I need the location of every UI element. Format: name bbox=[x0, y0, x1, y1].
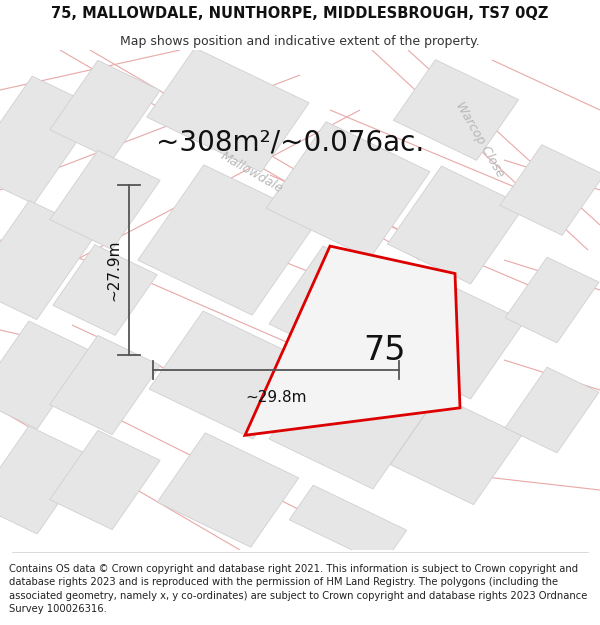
Polygon shape bbox=[138, 165, 318, 315]
Polygon shape bbox=[394, 60, 518, 160]
Text: ~29.8m: ~29.8m bbox=[245, 390, 307, 405]
Polygon shape bbox=[0, 76, 100, 204]
Polygon shape bbox=[53, 245, 157, 335]
Polygon shape bbox=[50, 151, 160, 249]
Polygon shape bbox=[245, 246, 460, 435]
Polygon shape bbox=[388, 281, 524, 399]
Polygon shape bbox=[269, 361, 427, 489]
Text: ~27.9m: ~27.9m bbox=[107, 239, 121, 301]
Polygon shape bbox=[50, 431, 160, 529]
Polygon shape bbox=[505, 368, 599, 452]
Text: 75, MALLOWDALE, NUNTHORPE, MIDDLESBROUGH, TS7 0QZ: 75, MALLOWDALE, NUNTHORPE, MIDDLESBROUGH… bbox=[52, 6, 548, 21]
Text: Mallowdale: Mallowdale bbox=[218, 149, 286, 196]
Polygon shape bbox=[147, 48, 309, 172]
Text: 75: 75 bbox=[363, 334, 406, 367]
Polygon shape bbox=[0, 321, 91, 429]
Polygon shape bbox=[505, 258, 599, 343]
Polygon shape bbox=[50, 61, 160, 159]
Polygon shape bbox=[149, 311, 307, 439]
Text: ~308m²/~0.076ac.: ~308m²/~0.076ac. bbox=[156, 129, 424, 156]
Polygon shape bbox=[50, 336, 160, 434]
Polygon shape bbox=[500, 145, 600, 235]
Polygon shape bbox=[157, 433, 299, 547]
Text: Map shows position and indicative extent of the property.: Map shows position and indicative extent… bbox=[120, 34, 480, 48]
Text: Contains OS data © Crown copyright and database right 2021. This information is : Contains OS data © Crown copyright and d… bbox=[9, 564, 587, 614]
Polygon shape bbox=[269, 246, 427, 374]
Polygon shape bbox=[0, 426, 91, 534]
Polygon shape bbox=[388, 166, 524, 284]
Polygon shape bbox=[0, 201, 97, 319]
Text: Warcop Close: Warcop Close bbox=[453, 100, 507, 180]
Polygon shape bbox=[289, 485, 407, 565]
Polygon shape bbox=[266, 122, 430, 258]
Polygon shape bbox=[391, 396, 521, 504]
